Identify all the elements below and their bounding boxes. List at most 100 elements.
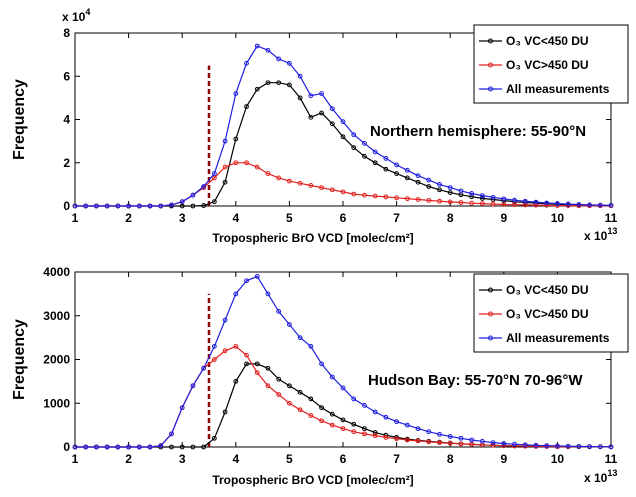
x-tick-label: 7 — [393, 211, 400, 225]
data-point — [233, 91, 239, 96]
data-point — [308, 93, 314, 99]
data-point — [565, 443, 571, 449]
data-point — [211, 175, 217, 181]
y-tick-label: 1000 — [43, 396, 70, 410]
legend-entry: O₃ VC>450 DU — [506, 307, 589, 321]
data-point — [608, 202, 614, 208]
legend-marker — [488, 86, 493, 92]
data-point — [329, 121, 335, 127]
data-point — [437, 431, 442, 437]
x-tick-label: 4 — [232, 452, 239, 466]
data-point — [287, 82, 292, 88]
region-annotation: Hudson Bay: 55-70°N 70-96°W — [368, 372, 583, 389]
data-point — [340, 134, 346, 140]
x-tick-label: 1 — [72, 211, 79, 225]
data-point — [233, 291, 239, 297]
data-point — [244, 104, 249, 109]
legend: O₃ VC<450 DU O₃ VC>450 DU All measurements — [473, 273, 629, 353]
data-point — [276, 308, 282, 314]
legend-marker — [488, 335, 493, 341]
data-point — [372, 433, 378, 439]
data-point — [254, 43, 260, 49]
data-point — [501, 202, 507, 207]
data-point — [319, 185, 324, 191]
data-point — [426, 184, 432, 189]
data-point — [597, 202, 603, 208]
data-point — [211, 171, 217, 176]
data-point — [94, 444, 99, 450]
data-point — [383, 166, 389, 172]
data-point — [233, 343, 239, 349]
data-point — [126, 444, 132, 450]
data-point — [372, 193, 378, 199]
data-point — [211, 343, 217, 349]
data-point — [362, 426, 367, 432]
y-tick-label: 4 — [63, 113, 70, 127]
data-point — [297, 73, 303, 79]
y-tick-label: 0 — [63, 199, 70, 213]
data-point — [437, 440, 442, 446]
data-point — [319, 110, 324, 116]
data-point — [415, 426, 421, 432]
x-tick-label: 5 — [286, 452, 293, 466]
data-point — [179, 444, 185, 450]
legend-entry: O₃ VC<450 DU — [506, 283, 589, 297]
data-point — [329, 106, 335, 112]
data-point — [437, 198, 442, 204]
data-point — [190, 444, 196, 450]
data-point — [287, 322, 292, 327]
x-tick-label: 6 — [340, 452, 347, 466]
data-point — [447, 434, 453, 439]
data-point — [587, 202, 592, 208]
legend-marker — [488, 311, 493, 317]
data-point — [297, 335, 303, 341]
x-tick-label: 11 — [605, 211, 618, 225]
data-point — [340, 417, 346, 423]
data-point — [351, 132, 357, 138]
data-point — [469, 441, 475, 447]
data-point — [501, 196, 507, 202]
data-point — [265, 365, 271, 371]
data-point — [329, 374, 335, 380]
x-tick-label: 2 — [125, 211, 132, 225]
data-point — [211, 199, 217, 205]
data-point — [211, 357, 217, 362]
data-point — [158, 443, 164, 449]
data-point — [415, 197, 421, 202]
data-point — [340, 119, 346, 125]
data-point — [362, 153, 367, 159]
y-tick-label: 6 — [63, 69, 70, 83]
data-point — [351, 145, 357, 151]
data-point — [533, 202, 539, 208]
data-point — [394, 195, 400, 201]
legend-box — [473, 24, 629, 104]
x-tick-label: 8 — [447, 211, 454, 225]
data-point — [394, 419, 400, 425]
data-point — [383, 414, 389, 420]
data-point — [169, 202, 174, 208]
data-point — [372, 149, 378, 155]
data-point — [512, 202, 517, 208]
data-point — [372, 160, 378, 166]
data-point — [233, 136, 239, 142]
data-point — [383, 156, 389, 161]
data-point — [469, 200, 475, 206]
data-point — [287, 60, 292, 66]
data-point — [415, 179, 421, 185]
data-point — [244, 60, 249, 66]
data-point — [254, 86, 260, 92]
data-point — [426, 439, 432, 445]
data-point — [308, 396, 314, 402]
data-point — [490, 440, 496, 446]
data-point — [351, 429, 357, 435]
data-point — [158, 203, 164, 209]
y-tick-label: 3000 — [43, 309, 70, 323]
data-point — [512, 197, 517, 203]
data-point — [265, 291, 271, 297]
data-point — [169, 431, 174, 437]
data-point — [565, 201, 571, 207]
data-point — [329, 411, 335, 417]
data-point — [404, 196, 410, 202]
data-point — [437, 181, 442, 187]
